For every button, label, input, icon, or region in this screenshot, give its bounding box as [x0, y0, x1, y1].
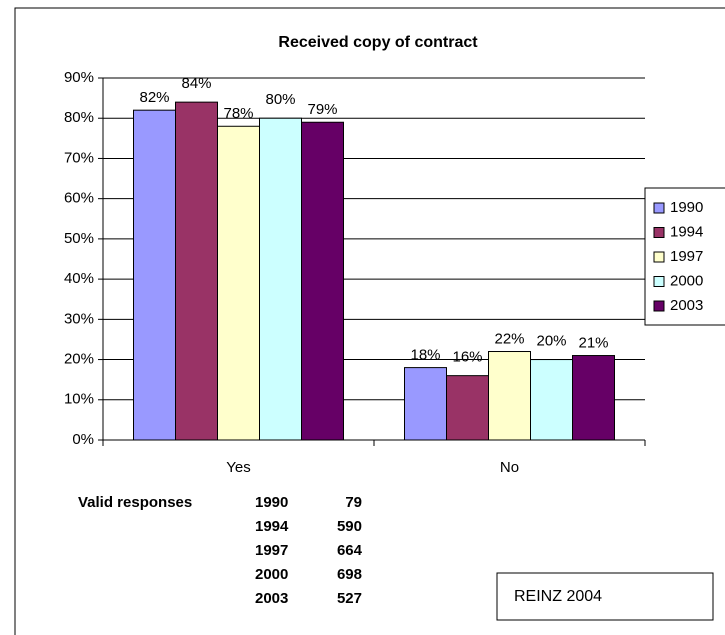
- y-tick-label: 50%: [64, 230, 94, 247]
- legend-label: 1990: [670, 199, 703, 216]
- data-label: 18%: [410, 347, 440, 364]
- legend-swatch: [653, 251, 665, 263]
- bar: [301, 121, 344, 441]
- y-tick-label: 80%: [64, 109, 94, 126]
- chart-border: [14, 7, 725, 635]
- legend-swatch: [653, 227, 665, 238]
- bar: [175, 101, 218, 441]
- data-label: 22%: [494, 330, 524, 347]
- data-label: 82%: [139, 89, 169, 106]
- y-tick-label: 40%: [64, 270, 94, 287]
- data-label: 78%: [223, 105, 253, 122]
- data-label: 80%: [265, 91, 295, 108]
- bar: [217, 125, 260, 441]
- response-year: 1994: [255, 518, 289, 535]
- response-count: 527: [337, 590, 362, 607]
- y-tick-label: 60%: [64, 190, 94, 207]
- response-year: 1990: [255, 494, 288, 511]
- legend-swatch: [653, 276, 665, 287]
- y-tick-label: 70%: [64, 149, 94, 166]
- data-label: 79%: [307, 101, 337, 118]
- bar: [572, 355, 615, 441]
- source-box: [496, 572, 714, 621]
- legend-label: 2000: [670, 272, 703, 289]
- response-count: 79: [345, 494, 362, 511]
- response-count: 664: [337, 542, 363, 559]
- legend-label: 1994: [670, 223, 703, 240]
- data-label: 20%: [536, 333, 566, 350]
- bar: [259, 117, 302, 441]
- response-year: 2000: [255, 566, 288, 583]
- x-tick-label: Yes: [226, 459, 250, 476]
- legend-swatch: [653, 202, 665, 214]
- response-count: 698: [337, 566, 362, 583]
- x-tick-label: No: [500, 459, 519, 476]
- source: REINZ 2004: [514, 588, 602, 605]
- data-label: 84%: [181, 75, 211, 92]
- y-tick-label: 0%: [72, 431, 94, 448]
- bar: [488, 351, 531, 441]
- data-label: 21%: [578, 335, 608, 352]
- bar: [133, 109, 176, 441]
- y-tick-label: 90%: [64, 69, 94, 86]
- valid-responses-label: Valid responses: [78, 494, 192, 511]
- response-year: 1997: [255, 542, 288, 559]
- response-year: 2003: [255, 590, 288, 607]
- bar: [446, 375, 489, 441]
- y-tick-label: 20%: [64, 351, 94, 368]
- y-tick-label: 30%: [64, 310, 94, 327]
- data-label: 16%: [452, 349, 482, 366]
- bar: [404, 367, 447, 441]
- legend-label: 2003: [670, 297, 703, 314]
- chart-title: Received copy of contract: [278, 34, 478, 51]
- bar: [530, 359, 573, 441]
- legend-swatch: [653, 300, 665, 312]
- response-count: 590: [337, 518, 362, 535]
- y-tick-label: 10%: [64, 391, 94, 408]
- legend-label: 1997: [670, 248, 703, 265]
